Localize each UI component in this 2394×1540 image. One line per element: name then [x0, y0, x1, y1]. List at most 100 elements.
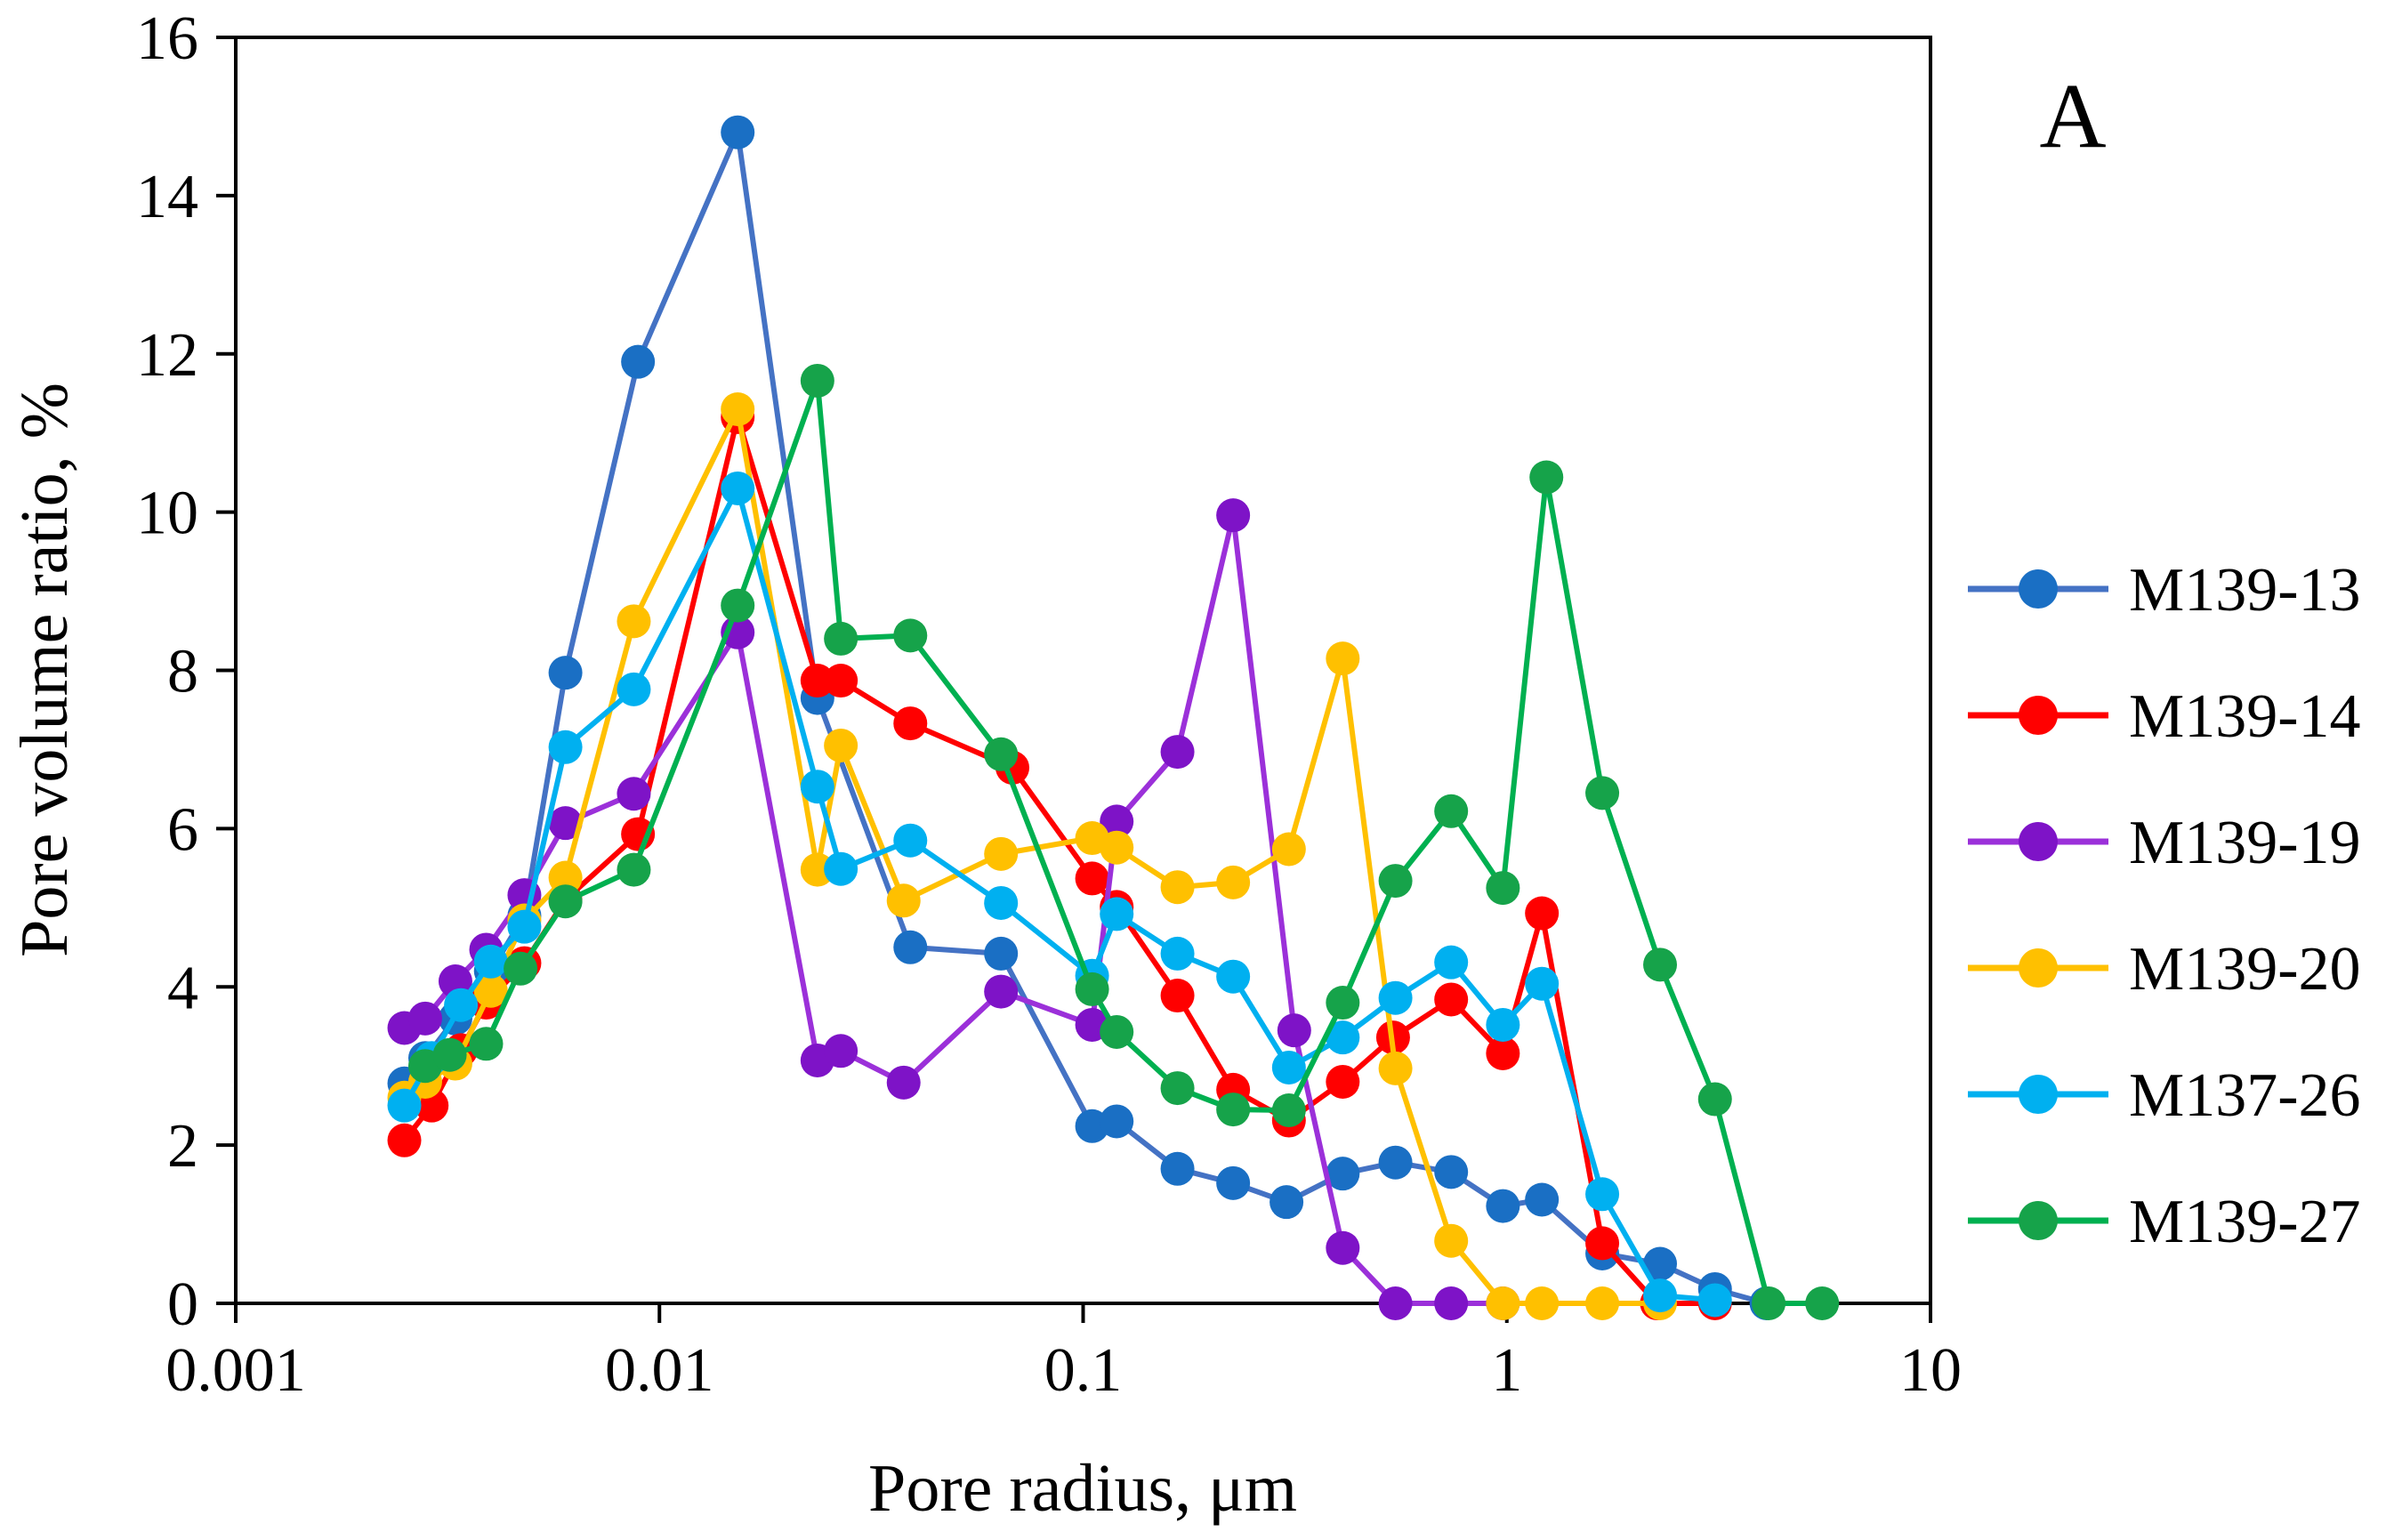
data-point-m137-26	[800, 770, 834, 804]
data-point-m139-13	[621, 344, 656, 379]
data-point-m139-27	[1752, 1286, 1786, 1320]
y-tick-label: 2	[167, 1112, 198, 1181]
series-m139-27	[407, 363, 1840, 1320]
series-layer	[387, 115, 1840, 1320]
data-point-m137-26	[387, 1088, 422, 1123]
data-point-m139-13	[893, 930, 928, 964]
data-point-m139-27	[617, 852, 651, 887]
data-point-m137-26	[507, 909, 542, 944]
legend-marker-m139-20	[2019, 948, 2058, 988]
data-point-m139-27	[1585, 776, 1620, 810]
data-point-m139-14	[1075, 861, 1109, 896]
data-point-m139-13	[548, 656, 583, 690]
data-point-m137-26	[1100, 897, 1134, 931]
data-point-m139-27	[1486, 871, 1520, 906]
data-point-m139-14	[1434, 982, 1469, 1017]
data-point-m139-27	[469, 1027, 504, 1061]
data-point-m139-19	[617, 777, 651, 811]
data-point-m139-13	[1486, 1189, 1520, 1223]
y-tick-label: 4	[167, 954, 198, 1022]
data-point-m137-26	[1326, 1020, 1360, 1055]
data-point-m139-19	[1434, 1286, 1469, 1320]
data-point-m139-20	[824, 728, 858, 762]
data-point-m139-20	[473, 973, 508, 1008]
data-point-m139-27	[1697, 1082, 1732, 1117]
x-tick-label: 1	[1491, 1336, 1522, 1405]
data-point-m139-14	[893, 706, 928, 741]
data-point-m139-19	[1277, 1013, 1311, 1048]
data-point-m139-20	[1525, 1286, 1560, 1320]
data-point-m139-27	[984, 737, 1019, 771]
data-point-m139-19	[1326, 1230, 1360, 1265]
data-point-m137-26	[1486, 1007, 1520, 1042]
data-point-m139-13	[1434, 1155, 1469, 1189]
data-point-m139-19	[1100, 804, 1134, 839]
data-point-m139-20	[1434, 1223, 1469, 1258]
legend-label-m139-19: M139-19	[2129, 809, 2361, 877]
data-point-m139-20	[1486, 1286, 1520, 1320]
data-point-m139-14	[1326, 1064, 1360, 1099]
data-point-m139-20	[1585, 1286, 1620, 1320]
data-point-m139-13	[1525, 1182, 1560, 1217]
data-point-m139-13	[1270, 1185, 1304, 1220]
y-tick-label: 0	[167, 1270, 198, 1339]
legend-marker-m139-27	[2019, 1201, 2058, 1240]
data-point-m139-13	[721, 115, 755, 149]
data-point-m139-27	[1378, 864, 1413, 899]
data-point-m139-14	[1585, 1226, 1620, 1261]
legend-label-m139-14: M139-14	[2129, 682, 2361, 751]
data-point-m139-27	[1100, 1014, 1134, 1049]
legend-label-m139-13: M139-13	[2129, 556, 2361, 625]
data-point-m139-27	[432, 1037, 467, 1072]
data-point-m139-14	[1525, 896, 1560, 931]
data-point-m137-26	[1643, 1278, 1678, 1313]
data-point-m137-26	[617, 672, 651, 706]
data-point-m139-27	[1271, 1093, 1306, 1127]
legend-marker-m137-26	[2019, 1075, 2058, 1114]
data-point-m139-27	[1216, 1093, 1251, 1127]
data-point-m139-13	[1378, 1145, 1413, 1180]
data-point-m139-20	[1271, 832, 1306, 867]
legend-marker-m139-14	[2019, 696, 2058, 735]
legend-marker-m139-19	[2019, 822, 2058, 861]
data-point-m139-20	[886, 883, 921, 918]
data-point-m139-20	[1326, 641, 1360, 676]
data-point-m137-26	[1216, 959, 1251, 994]
data-point-m139-19	[984, 974, 1019, 1009]
data-point-m137-26	[893, 823, 928, 858]
y-tick-label: 6	[167, 795, 198, 864]
data-point-m139-27	[800, 363, 834, 398]
data-point-m139-27	[893, 618, 928, 653]
data-point-m137-26	[1160, 936, 1195, 971]
data-point-m139-20	[548, 860, 583, 895]
data-point-m137-26	[548, 730, 583, 764]
data-point-m139-27	[1326, 986, 1360, 1020]
data-point-m139-19	[407, 1001, 442, 1036]
data-point-m137-26	[1585, 1177, 1620, 1212]
axes: 0.001 0.01 0.1 1 10 0 2 4 6 8 10 12 14 16	[136, 4, 1962, 1405]
y-tick-label: 10	[136, 480, 198, 548]
x-tick-label: 0.01	[605, 1336, 714, 1405]
data-point-m139-20	[1160, 870, 1195, 905]
y-tick-label: 14	[136, 163, 198, 231]
y-axis-title: Pore volume ratio, %	[7, 383, 82, 957]
x-axis-title: Pore radius, μm	[868, 1451, 1297, 1526]
x-tick-label: 0.1	[1044, 1336, 1123, 1405]
series-m139-14	[387, 399, 1732, 1320]
data-point-m139-13	[984, 936, 1019, 971]
data-point-m139-20	[1378, 1051, 1413, 1085]
data-point-m139-14	[1160, 979, 1195, 1013]
data-point-m139-20	[1100, 830, 1134, 865]
data-point-m139-27	[1643, 947, 1678, 982]
panel-label: A	[2039, 65, 2106, 167]
data-point-m137-26	[1378, 980, 1413, 1015]
data-point-m137-26	[824, 851, 858, 886]
data-point-m137-26	[984, 885, 1019, 920]
data-point-m137-26	[1271, 1050, 1306, 1084]
data-point-m139-19	[824, 1034, 858, 1068]
data-point-m139-14	[824, 664, 858, 698]
data-point-m139-27	[721, 588, 755, 623]
data-point-m139-19	[886, 1065, 921, 1100]
y-tick-label: 8	[167, 638, 198, 706]
